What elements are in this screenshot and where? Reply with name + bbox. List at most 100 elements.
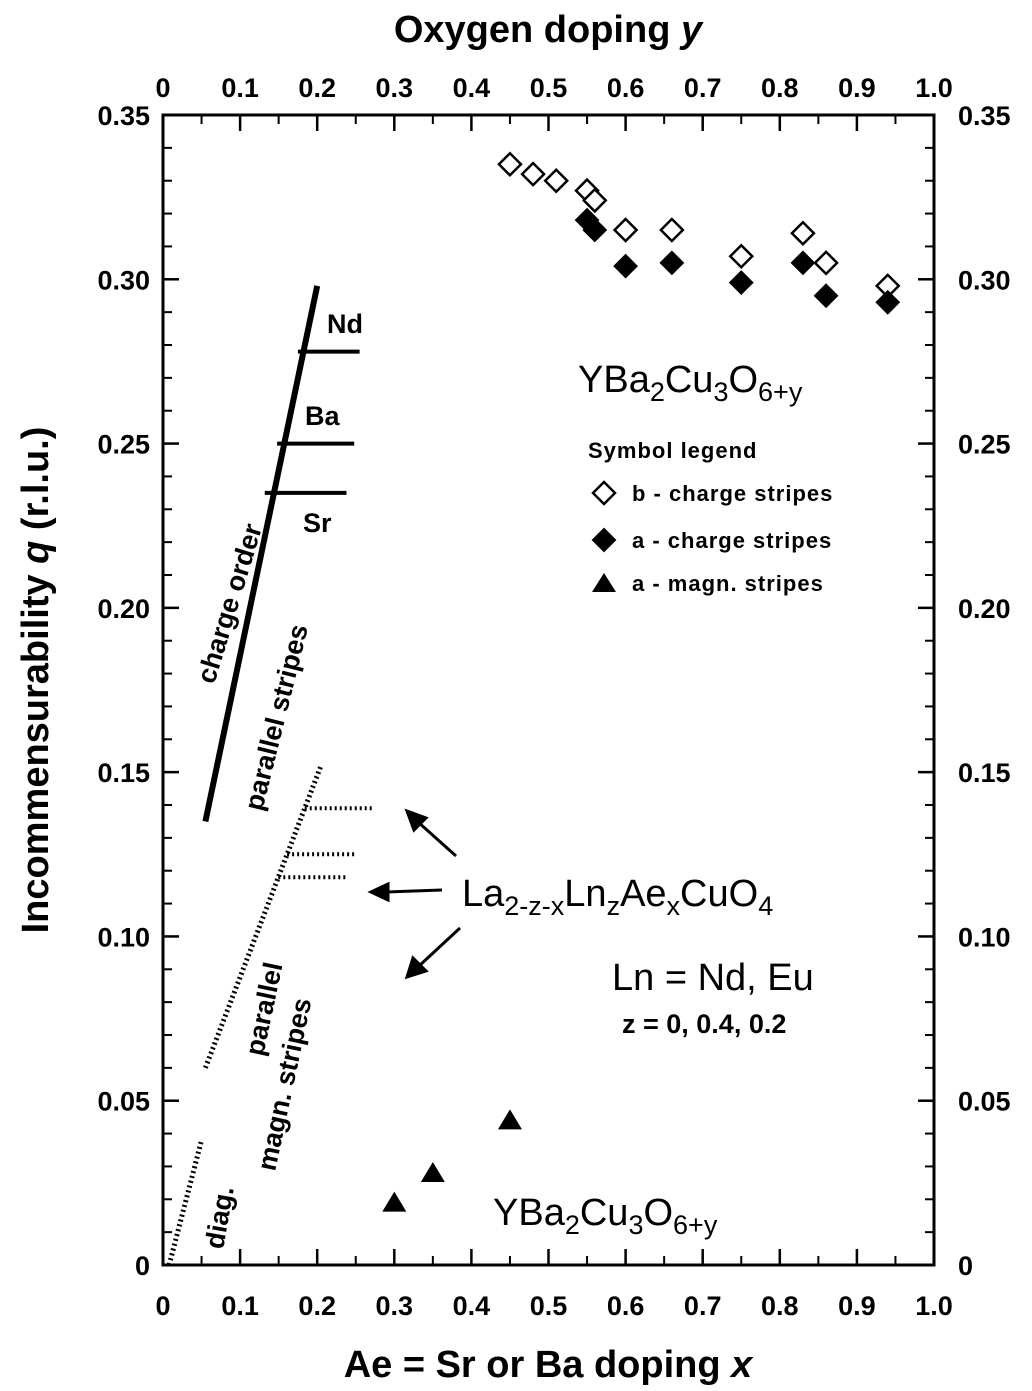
a-charge-point: [792, 252, 814, 274]
y-left-tick-label: 0.15: [97, 758, 150, 788]
band-label-ba: Ba: [305, 401, 340, 431]
x-top-tick-label: 0.9: [838, 73, 876, 103]
a-charge-point: [815, 285, 837, 307]
ybco-bottom-cu: Cu: [580, 1192, 629, 1234]
arrow-up-line: [418, 822, 456, 856]
legend-entry-b-charge: b - charge stripes: [632, 481, 833, 506]
x-bottom-tick-label: 1.0: [915, 1291, 953, 1321]
ybco-top-s3: 6+y: [758, 377, 803, 407]
y-axis-title-text: Incommensurability: [15, 564, 57, 934]
y-axis-title-var: q: [15, 541, 57, 564]
band-label-charge-order: charge order: [191, 520, 268, 687]
ybco-bottom-ba: YBa: [493, 1192, 566, 1234]
band-label-parallel-stripes: parallel stripes: [239, 621, 314, 813]
lsco-s3: x: [667, 891, 681, 921]
y-axis-title-unit: (r.l.u.): [15, 427, 57, 541]
y-right-tick-label: 0.10: [958, 922, 1011, 952]
x-bottom-tick-label: 0.7: [684, 1291, 722, 1321]
b-charge-point: [499, 153, 521, 175]
legend: Symbol legend b - charge stripes a - cha…: [588, 438, 833, 596]
x-top-tick-label: 0.5: [530, 73, 568, 103]
x-top-tick-label: 0.6: [607, 73, 645, 103]
y-right-tick-label: 0.20: [958, 594, 1011, 624]
ybco-top-s2: 3: [713, 377, 728, 407]
a-charge-point: [877, 291, 899, 313]
b-charge-point: [522, 163, 544, 185]
y-left-tick-label: 0: [135, 1251, 150, 1281]
ybco-bottom-s3: 6+y: [673, 1210, 718, 1240]
x-top-tick-label: 0.4: [453, 73, 491, 103]
x-bottom-tick-label: 0.6: [607, 1291, 645, 1321]
x-top-tick-label: 1.0: [915, 73, 953, 103]
lsco-la: La: [462, 873, 505, 915]
y-right-tick-label: 0.15: [958, 758, 1011, 788]
lsco-s4: 4: [758, 891, 773, 921]
bottom-axis-title-text: Ae = Sr or Ba doping: [344, 1344, 731, 1386]
ybco-bottom-o: O: [643, 1192, 673, 1234]
x-top-tick-label: 0.2: [298, 73, 336, 103]
ybco-top-cu: Cu: [665, 359, 714, 401]
lsco-label: La2-z-xLnzAexCuO4: [462, 873, 773, 921]
ybco-bottom-label: YBa2Cu3O6+y: [493, 1192, 718, 1240]
x-bottom-tick-label: 0.4: [453, 1291, 491, 1321]
band-label-diag: diag.: [199, 1184, 239, 1251]
x-bottom-tick-label: 0: [155, 1291, 170, 1321]
x-top-tick-label: 0: [155, 73, 170, 103]
legend-entry-a-magn: a - magn. stripes: [632, 571, 824, 596]
ybco-top-o: O: [728, 359, 758, 401]
lsco-s2: z: [607, 891, 621, 921]
x-top-tick-label: 0.1: [221, 73, 259, 103]
y-right-tick-label: 0.25: [958, 430, 1011, 460]
band-label-nd: Nd: [327, 309, 363, 339]
x-bottom-tick-label: 0.8: [761, 1291, 799, 1321]
y-right-tick-label: 0.30: [958, 265, 1011, 295]
ybco-top-s1: 2: [650, 377, 665, 407]
lsco-ln: Ln: [564, 873, 606, 915]
a-charge-point: [661, 252, 683, 274]
y-axis-title: Incommensurability q (r.l.u.): [15, 427, 57, 934]
legend-filled-triangle: [592, 573, 616, 592]
arrow-left-line: [386, 890, 442, 892]
b-charge-point: [815, 252, 837, 274]
data-points: [382, 153, 898, 1211]
bottom-axis-title-var: x: [729, 1344, 754, 1386]
top-axis-title-var: y: [679, 9, 704, 51]
arrow-down-line: [419, 928, 460, 966]
diag-stripe-line: [169, 1140, 201, 1265]
b-charge-point: [615, 219, 637, 241]
y-right-tick-label: 0.35: [958, 101, 1011, 131]
lsco-s1: 2-z-x: [504, 891, 564, 921]
pointer-arrows: [371, 811, 460, 977]
x-bottom-tick-label: 0.9: [838, 1291, 876, 1321]
ln-label: Ln = Nd, Eu: [612, 957, 814, 999]
b-charge-point: [661, 219, 683, 241]
legend-title: Symbol legend: [588, 438, 757, 463]
legend-entry-a-charge: a - charge stripes: [632, 528, 832, 553]
lsco-ae: Ae: [620, 873, 666, 915]
ybco-bottom-s1: 2: [565, 1210, 580, 1240]
y-left-tick-label: 0.05: [97, 1087, 150, 1117]
y-left-tick-label: 0.25: [97, 430, 150, 460]
a-magn-point: [498, 1109, 522, 1129]
y-left-tick-label: 0.30: [97, 265, 150, 295]
ybco-top-label: YBa2Cu3O6+y: [578, 359, 803, 407]
bottom-axis-title: Ae = Sr or Ba doping x: [344, 1344, 754, 1386]
a-magn-point: [382, 1192, 406, 1212]
b-charge-point: [730, 245, 752, 267]
legend-open-diamond: [593, 482, 615, 504]
b-charge-point: [545, 170, 567, 192]
z-label: z = 0, 0.4, 0.2: [622, 1009, 786, 1039]
b-charge-point: [792, 222, 814, 244]
x-top-tick-label: 0.7: [684, 73, 722, 103]
a-charge-point: [615, 255, 637, 277]
x-bottom-tick-label: 0.1: [221, 1291, 259, 1321]
a-charge-point: [730, 272, 752, 294]
y-left-tick-label: 0.10: [97, 922, 150, 952]
x-top-tick-label: 0.3: [376, 73, 414, 103]
legend-filled-diamond: [593, 529, 615, 551]
y-left-tick-label: 0.20: [97, 594, 150, 624]
x-top-tick-label: 0.8: [761, 73, 799, 103]
band-label-sr: Sr: [303, 508, 332, 538]
ybco-top-ba: YBa: [578, 359, 651, 401]
